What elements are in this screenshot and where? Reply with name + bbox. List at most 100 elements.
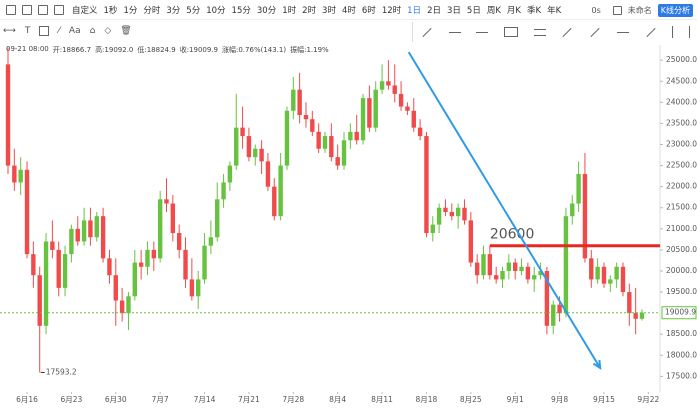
period-button[interactable]: 3日: [446, 5, 461, 16]
candle-body: [348, 131, 353, 141]
candle-body: [69, 228, 74, 255]
candle-body: [164, 199, 169, 204]
candle-body: [367, 98, 372, 128]
period-button[interactable]: 2日: [427, 5, 441, 16]
candle-body: [474, 262, 480, 276]
candle-body: [291, 89, 296, 111]
custom-button[interactable]: 自定义: [72, 5, 98, 16]
tool[interactable]: ◇: [104, 26, 112, 36]
period-button[interactable]: 1分: [123, 5, 138, 16]
period-button[interactable]: 15分: [231, 5, 251, 16]
period-button[interactable]: 10分: [206, 5, 226, 16]
period-button[interactable]: 4时: [341, 5, 356, 16]
candle-body: [132, 262, 137, 297]
candle-body: [107, 258, 112, 276]
tool[interactable]: [533, 28, 546, 36]
candle-body: [202, 245, 207, 280]
candle-body: [449, 211, 454, 217]
tool[interactable]: [562, 27, 573, 37]
period-button[interactable]: 5日: [466, 5, 481, 16]
y-tick-label: 19500.0: [666, 287, 697, 296]
tool[interactable]: [646, 27, 656, 37]
candle-body: [259, 148, 264, 162]
period-button[interactable]: 1日: [407, 5, 422, 16]
icon[interactable]: [612, 6, 622, 15]
info-item: 高:19092.0: [95, 46, 134, 54]
x-tick-label: 9月1: [507, 395, 524, 404]
icon[interactable]: [22, 4, 32, 15]
candle-body: [208, 237, 214, 246]
period-button[interactable]: 3分: [166, 5, 181, 16]
x-tick-label: 9月8: [551, 395, 568, 404]
candle-body: [221, 182, 226, 200]
candle-body: [341, 140, 347, 166]
period-button[interactable]: 12时: [381, 5, 402, 16]
tool[interactable]: T: [24, 26, 31, 36]
tool[interactable]: [504, 27, 519, 37]
tool[interactable]: [422, 27, 432, 37]
y-tick-label: 22000.0: [666, 182, 697, 191]
icon[interactable]: [38, 4, 48, 15]
tool[interactable]: [448, 31, 461, 33]
tool[interactable]: [39, 26, 50, 36]
tool[interactable]: [476, 31, 489, 33]
layout-name[interactable]: 未命名: [627, 6, 652, 15]
period-button[interactable]: 30分: [256, 5, 277, 16]
candle-body: [576, 174, 581, 204]
tool[interactable]: ⟷: [3, 26, 16, 36]
tool[interactable]: 🗑: [120, 26, 132, 36]
icon[interactable]: [54, 4, 64, 15]
period-button[interactable]: 2时: [302, 5, 317, 16]
period-button[interactable]: 分时: [143, 5, 161, 16]
candle-body: [5, 64, 11, 166]
tool[interactable]: [689, 26, 691, 38]
tool[interactable]: ⌂: [89, 26, 96, 36]
info-item: 低:18824.9: [137, 46, 176, 54]
period-button[interactable]: 3时: [322, 5, 336, 16]
icon[interactable]: [6, 4, 16, 15]
candle-body: [297, 89, 302, 115]
period-button[interactable]: 周K: [486, 5, 501, 16]
x-tick-label: 7月28: [282, 395, 304, 404]
period-button[interactable]: 季K: [526, 5, 542, 16]
candle-body: [88, 220, 93, 238]
tool[interactable]: [616, 31, 629, 33]
x-tick-label: 6月23: [60, 395, 82, 404]
candle-body: [100, 216, 106, 259]
info-bar: 09-21 08:00 开:18866.7 高:19092.0 低:18824.9 收:…: [6, 45, 329, 55]
period-button[interactable]: 月K: [506, 5, 521, 16]
candle-body: [126, 296, 131, 314]
period-button[interactable]: 1时: [282, 5, 297, 16]
info-item: 涨幅:0.76%(143.1): [222, 46, 287, 54]
candle-body: [335, 157, 340, 166]
candle-body: [481, 254, 486, 276]
tool[interactable]: [672, 26, 674, 38]
candle-body: [525, 266, 531, 280]
candle-body: [189, 279, 195, 297]
candle-body: [538, 270, 543, 276]
candle-body: [582, 174, 588, 259]
period-button[interactable]: 1秒: [103, 5, 118, 16]
candle-body: [234, 127, 239, 166]
candle-body: [589, 258, 594, 280]
period-button[interactable]: 年K: [547, 5, 562, 16]
period-button[interactable]: 6时: [361, 5, 376, 16]
tool[interactable]: ⁄: [58, 26, 60, 36]
x-tick-label: 7月14: [194, 395, 216, 404]
x-tick-label: 8月25: [460, 395, 482, 404]
candle-body: [246, 136, 252, 158]
tool[interactable]: [590, 27, 600, 37]
candle-body: [443, 207, 448, 212]
analysis-button[interactable]: K线分析: [657, 4, 693, 17]
trend-arrow: [592, 359, 602, 370]
level-label: 20600: [490, 227, 535, 243]
top-toolbar: 自定义 1秒 1分 分时 3分 5分 10分 15分 30分 1时 2时 3时 4时 6时 12时 1日 2日…: [0, 0, 697, 20]
trend-line: [407, 51, 602, 369]
tool-text[interactable]: Aa: [68, 26, 81, 36]
period-button[interactable]: 5分: [186, 5, 201, 16]
y-tick-label: 21000.0: [666, 224, 697, 233]
candle-body: [532, 275, 537, 280]
y-tick-label: 18000.0: [666, 350, 697, 359]
